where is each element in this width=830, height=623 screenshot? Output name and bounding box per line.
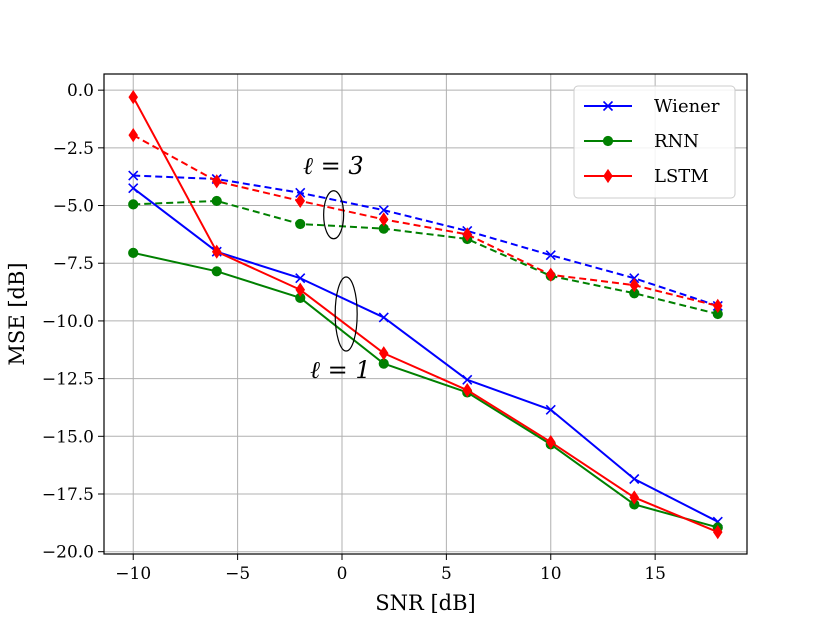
x-marker-stroke <box>128 183 139 194</box>
data-point-x-marker <box>295 273 306 284</box>
data-point-diamond-marker <box>545 267 556 282</box>
data-point-diamond-marker <box>712 298 723 314</box>
series-rnn-l3 <box>128 195 723 320</box>
legend-label: Wiener <box>654 96 720 117</box>
annotation-label-l1: ℓ = 1 <box>310 356 371 384</box>
plot-frame <box>103 73 748 555</box>
series-line <box>132 134 719 307</box>
x-axis-label: SNR [dB] <box>375 591 476 615</box>
y-tick-label: 0.0 <box>67 81 94 101</box>
series-lines <box>128 89 723 540</box>
data-point-diamond-marker <box>545 434 556 450</box>
series-lstm-l3 <box>128 128 723 314</box>
data-point-diamond-marker <box>712 524 723 540</box>
legend-item-wiener: Wiener <box>584 96 720 117</box>
y-tick-label: −15.0 <box>42 427 94 447</box>
data-point-circle-marker <box>602 135 614 147</box>
data-point-x-marker <box>545 250 556 261</box>
data-point-x-marker <box>462 374 473 385</box>
x-marker-stroke <box>545 250 556 261</box>
x-marker-stroke <box>629 473 640 485</box>
annotation-ellipse-l1 <box>334 276 358 352</box>
data-point-diamond-marker <box>128 89 139 105</box>
y-tick-label: −7.5 <box>53 254 94 274</box>
x-tick-label: 5 <box>441 564 452 584</box>
x-marker-stroke <box>295 273 306 284</box>
data-point-circle-marker <box>128 199 139 210</box>
annotation-label-l3: ℓ = 3 <box>303 152 364 180</box>
x-tick-label: 15 <box>644 564 666 584</box>
y-tick-label: −10.0 <box>42 312 94 332</box>
axes: −10 −5 0 5 10 15 0.0 −2.5 −5.0 −7.5 −10.0 −12.5 −15.… <box>5 73 748 615</box>
y-axis-label: MSE [dB] <box>5 262 29 365</box>
x-marker-stroke <box>128 170 139 181</box>
x-tick-label: −10 <box>115 564 151 584</box>
series-wiener-l1 <box>128 183 723 527</box>
x-marker-stroke <box>462 374 473 385</box>
data-point-x-marker <box>602 100 614 112</box>
y-tick-label: −20.0 <box>42 543 94 563</box>
series-line <box>132 96 719 534</box>
x-tick-label: 10 <box>540 564 562 584</box>
data-point-diamond-marker <box>462 383 473 398</box>
data-point-circle-marker <box>211 266 222 277</box>
x-tick-label: −5 <box>225 564 250 584</box>
data-point-circle-marker <box>128 247 139 258</box>
data-point-diamond-marker <box>295 193 306 209</box>
data-point-diamond-marker <box>629 278 640 293</box>
annotations: ℓ = 3 ℓ = 1 <box>303 152 371 384</box>
legend-label: RNN <box>654 131 699 152</box>
series-line <box>133 251 719 529</box>
y-tick-label: −5.0 <box>53 197 94 217</box>
y-tick-label: −17.5 <box>42 485 94 505</box>
data-point-x-marker <box>378 312 389 323</box>
series-lstm-l1 <box>128 89 723 540</box>
y-tick-label: −12.5 <box>42 370 94 390</box>
legend: Wiener RNN LSTM <box>573 85 736 199</box>
legend-box <box>573 85 736 199</box>
data-point-circle-marker <box>211 195 222 207</box>
data-point-circle-marker <box>378 358 389 369</box>
data-point-diamond-marker <box>378 346 389 361</box>
data-point-x-marker <box>295 187 306 198</box>
annotation-ellipse-l3 <box>323 190 345 240</box>
x-tick-label: 0 <box>337 564 348 584</box>
data-point-diamond-marker <box>462 227 473 242</box>
data-point-x-marker <box>128 183 139 194</box>
data-point-diamond-marker <box>128 128 139 143</box>
x-marker-stroke <box>295 187 306 198</box>
data-point-diamond-marker <box>211 244 222 259</box>
series-line <box>132 187 719 523</box>
legend-item-lstm: LSTM <box>584 166 709 187</box>
series-line <box>133 199 719 315</box>
series-line <box>133 174 719 307</box>
data-point-diamond-marker <box>295 282 306 297</box>
data-point-diamond-marker <box>378 212 389 227</box>
data-point-x-marker <box>545 404 556 415</box>
y-tick-label: −2.5 <box>53 139 94 159</box>
legend-label: LSTM <box>654 166 709 187</box>
data-point-diamond-marker <box>603 168 613 184</box>
x-marker-stroke <box>378 205 389 216</box>
x-marker-stroke <box>545 404 556 415</box>
data-point-diamond-marker <box>211 174 222 189</box>
x-marker-stroke <box>602 100 614 112</box>
data-point-diamond-marker <box>629 490 640 505</box>
legend-item-rnn: RNN <box>584 131 699 152</box>
data-point-x-marker <box>378 205 389 216</box>
data-point-circle-marker <box>295 218 306 230</box>
x-marker-stroke <box>378 312 389 323</box>
data-point-x-marker <box>629 473 640 485</box>
data-point-x-marker <box>128 170 139 181</box>
